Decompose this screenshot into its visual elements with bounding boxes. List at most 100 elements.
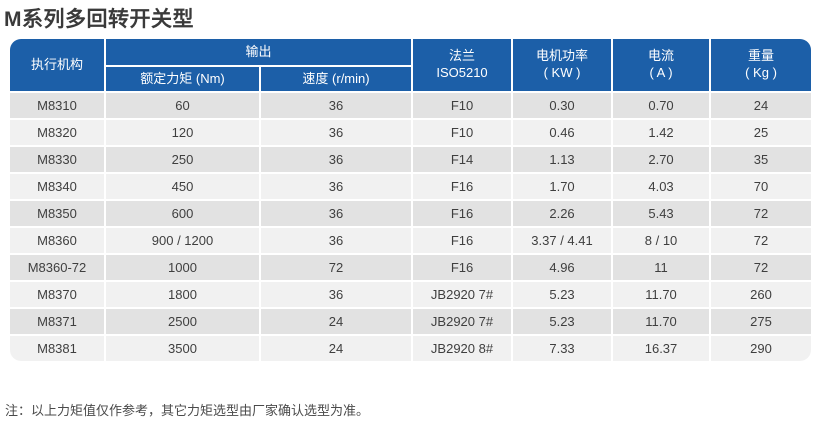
cell-weight: 275	[711, 309, 812, 334]
col-header-actuator: 执行机构	[10, 39, 104, 91]
table-row: M8350 600 36 F16 2.26 5.43 72	[10, 201, 812, 226]
cell-model: M8330	[10, 147, 104, 172]
page-title: M系列多回转开关型	[4, 8, 194, 31]
cell-model: M8320	[10, 120, 104, 145]
cell-flange: F16	[413, 255, 512, 280]
cell-weight: 25	[711, 120, 812, 145]
cell-current: 11.70	[613, 282, 710, 307]
col-header-current: 电流 ( A )	[613, 39, 710, 91]
spec-table: 执行机构 输出 法兰 ISO5210 电机功率 ( KW ) 电流 ( A ) …	[8, 37, 813, 363]
footnote: 注：以上力矩值仅作参考，其它力矩选型由厂家确认选型为准。	[5, 403, 370, 418]
cell-speed: 72	[261, 255, 412, 280]
cell-speed: 36	[261, 147, 412, 172]
cell-model: M8310	[10, 93, 104, 118]
cell-weight: 35	[711, 147, 812, 172]
cell-weight: 72	[711, 228, 812, 253]
cell-flange: F10	[413, 120, 512, 145]
page: M系列多回转开关型 执行机构 输出 法兰 ISO5210 电机功率 ( KW )…	[0, 3, 821, 419]
col-header-weight: 重量 ( Kg )	[711, 39, 812, 91]
cell-power: 3.37 / 4.41	[513, 228, 612, 253]
cell-power: 2.26	[513, 201, 612, 226]
table-row: M8320 120 36 F10 0.46 1.42 25	[10, 120, 812, 145]
col-header-current-line2: ( A )	[649, 65, 673, 80]
cell-flange: F10	[413, 93, 512, 118]
cell-weight: 260	[711, 282, 812, 307]
col-header-flange-line1: 法兰	[449, 48, 476, 64]
cell-model: M8340	[10, 174, 104, 199]
cell-speed: 36	[261, 201, 412, 226]
cell-current: 8 / 10	[613, 228, 710, 253]
cell-current: 5.43	[613, 201, 710, 226]
cell-model: M8360-72	[10, 255, 104, 280]
cell-power: 1.13	[513, 147, 612, 172]
cell-power: 4.96	[513, 255, 612, 280]
cell-speed: 36	[261, 228, 412, 253]
cell-speed: 24	[261, 336, 412, 361]
cell-model: M8371	[10, 309, 104, 334]
cell-current: 1.42	[613, 120, 710, 145]
col-header-current-line1: 电流	[648, 48, 675, 64]
cell-weight: 72	[711, 255, 812, 280]
table-row: M8370 1800 36 JB2920 7# 5.23 11.70 260	[10, 282, 812, 307]
cell-power: 5.23	[513, 309, 612, 334]
col-header-output-group: 输出	[106, 39, 412, 65]
cell-torque: 600	[106, 201, 259, 226]
cell-model: M8370	[10, 282, 104, 307]
cell-torque: 900 / 1200	[106, 228, 259, 253]
table-row: M8310 60 36 F10 0.30 0.70 24	[10, 93, 812, 118]
cell-torque: 60	[106, 93, 259, 118]
col-header-torque: 额定力矩 (Nm)	[106, 67, 259, 91]
table-row: M8381 3500 24 JB2920 8# 7.33 16.37 290	[10, 336, 812, 361]
cell-current: 16.37	[613, 336, 710, 361]
cell-model: M8381	[10, 336, 104, 361]
col-header-flange-line2: ISO5210	[436, 65, 488, 80]
cell-model: M8360	[10, 228, 104, 253]
cell-flange: F14	[413, 147, 512, 172]
cell-weight: 72	[711, 201, 812, 226]
cell-flange: JB2920 7#	[413, 282, 512, 307]
col-header-flange: 法兰 ISO5210	[413, 39, 512, 91]
cell-torque: 1000	[106, 255, 259, 280]
cell-weight: 24	[711, 93, 812, 118]
cell-flange: JB2920 8#	[413, 336, 512, 361]
table-row: M8360-72 1000 72 F16 4.96 11 72	[10, 255, 812, 280]
cell-flange: F16	[413, 174, 512, 199]
cell-current: 11.70	[613, 309, 710, 334]
cell-torque: 120	[106, 120, 259, 145]
cell-power: 1.70	[513, 174, 612, 199]
cell-weight: 290	[711, 336, 812, 361]
cell-current: 2.70	[613, 147, 710, 172]
table-body: M8310 60 36 F10 0.30 0.70 24 M8320 120 3…	[10, 93, 812, 361]
cell-flange: JB2920 7#	[413, 309, 512, 334]
cell-speed: 36	[261, 93, 412, 118]
table-header: 执行机构 输出 法兰 ISO5210 电机功率 ( KW ) 电流 ( A ) …	[10, 39, 812, 91]
cell-speed: 36	[261, 120, 412, 145]
cell-speed: 24	[261, 309, 412, 334]
col-header-speed: 速度 (r/min)	[261, 67, 412, 91]
cell-speed: 36	[261, 282, 412, 307]
table-row: M8371 2500 24 JB2920 7# 5.23 11.70 275	[10, 309, 812, 334]
col-header-power: 电机功率 ( KW )	[513, 39, 612, 91]
table-row: M8360 900 / 1200 36 F16 3.37 / 4.41 8 / …	[10, 228, 812, 253]
cell-torque: 1800	[106, 282, 259, 307]
cell-speed: 36	[261, 174, 412, 199]
cell-model: M8350	[10, 201, 104, 226]
cell-flange: F16	[413, 228, 512, 253]
col-header-power-line2: ( KW )	[543, 65, 581, 80]
cell-torque: 250	[106, 147, 259, 172]
cell-flange: F16	[413, 201, 512, 226]
cell-weight: 70	[711, 174, 812, 199]
cell-power: 5.23	[513, 282, 612, 307]
cell-torque: 3500	[106, 336, 259, 361]
col-header-power-line1: 电机功率	[536, 48, 589, 64]
table-row: M8330 250 36 F14 1.13 2.70 35	[10, 147, 812, 172]
cell-current: 11	[613, 255, 710, 280]
cell-torque: 450	[106, 174, 259, 199]
cell-torque: 2500	[106, 309, 259, 334]
cell-power: 7.33	[513, 336, 612, 361]
cell-power: 0.46	[513, 120, 612, 145]
cell-current: 4.03	[613, 174, 710, 199]
cell-power: 0.30	[513, 93, 612, 118]
col-header-weight-line2: ( Kg )	[745, 65, 777, 80]
cell-current: 0.70	[613, 93, 710, 118]
